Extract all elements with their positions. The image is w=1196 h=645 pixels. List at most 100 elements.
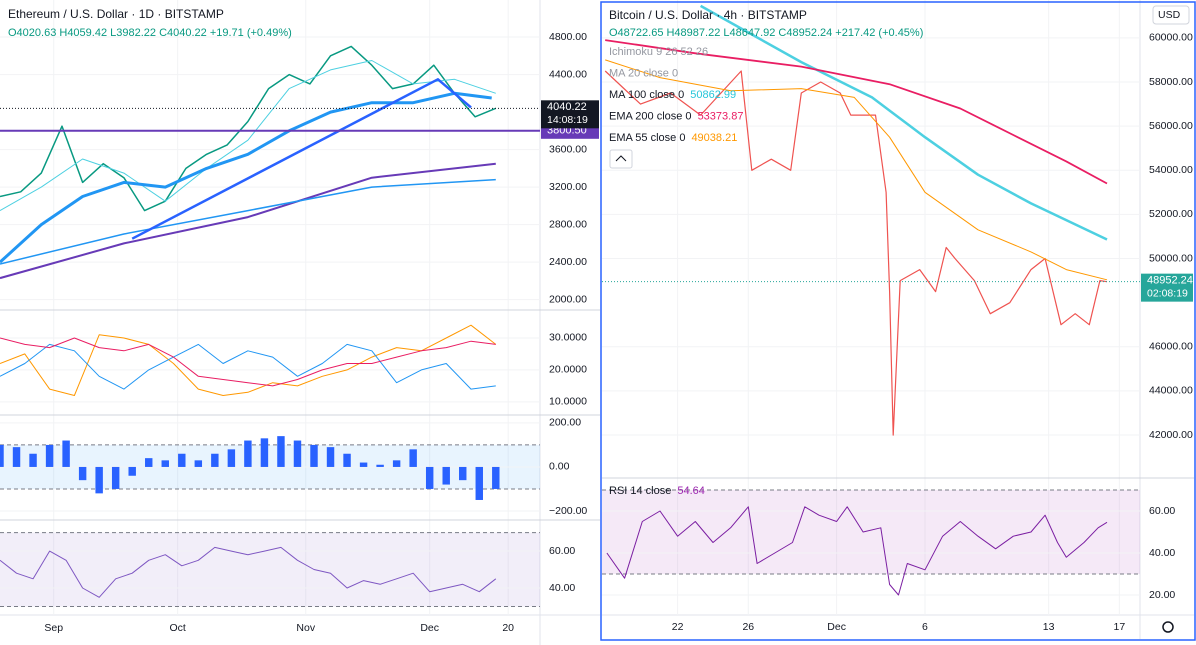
- indicator-legend: Ichimoku 9 26 52 26: [609, 46, 708, 58]
- histogram-bar: [111, 466, 120, 489]
- histogram-bar: [409, 449, 417, 467]
- indicator-line: [0, 178, 496, 265]
- indicator-legend-value: 53373.87: [698, 110, 744, 122]
- y-tick-label: 60.00: [549, 545, 575, 557]
- y-tick-label: 54000.00: [1149, 164, 1193, 176]
- histogram-bar: [227, 449, 236, 467]
- band-fill: [0, 532, 540, 607]
- collapse-legend-button[interactable]: [609, 149, 633, 169]
- rsi-legend: RSI 14 close: [609, 485, 671, 497]
- histogram-bar: [45, 444, 54, 467]
- y-tick-label: 60.00: [1149, 505, 1175, 517]
- histogram-bar: [492, 466, 500, 489]
- indicator-line: [605, 39, 1108, 185]
- indicator-line: [131, 78, 472, 240]
- currency-dropdown[interactable]: [1152, 5, 1190, 25]
- x-tick-label: Dec: [420, 622, 439, 634]
- histogram-bar: [78, 466, 87, 481]
- indicator-legend: EMA 55 close 0: [609, 132, 685, 144]
- last-price-label: 48952.24: [1147, 275, 1193, 287]
- histogram-bar: [29, 453, 37, 467]
- histogram-bar: [326, 447, 335, 467]
- indicator-line: [0, 45, 497, 212]
- collapse-icon: [615, 155, 627, 162]
- y-tick-label: 40.00: [549, 582, 575, 594]
- x-tick-label: 13: [1043, 621, 1055, 633]
- y-tick-label: 3200.00: [549, 181, 587, 193]
- x-tick-label: 17: [1113, 621, 1125, 633]
- x-tick-label: Oct: [169, 622, 185, 634]
- y-tick-label: 46000.00: [1149, 341, 1193, 353]
- indicator-legend-value: 50862.99: [690, 89, 736, 101]
- x-tick-label: Sep: [44, 622, 63, 634]
- y-tick-label: 2800.00: [549, 218, 587, 230]
- y-tick-label: 10.0000: [549, 396, 587, 408]
- x-tick-label: 22: [672, 621, 684, 633]
- y-tick-label: 44000.00: [1149, 385, 1193, 397]
- histogram-bar: [277, 436, 285, 467]
- y-tick-label: 3600.00: [549, 143, 587, 155]
- histogram-bar: [12, 447, 21, 467]
- indicator-line: [0, 324, 497, 396]
- y-tick-label: 58000.00: [1149, 76, 1193, 88]
- histogram-bar: [161, 460, 169, 467]
- indicator-legend: EMA 200 close 0: [609, 110, 692, 122]
- x-tick-label: Dec: [827, 621, 846, 633]
- indicator-line: [0, 546, 497, 598]
- histogram-bar: [392, 460, 401, 467]
- histogram-bar: [475, 466, 483, 500]
- y-tick-label: −200.00: [549, 505, 587, 517]
- countdown-label: 14:08:19: [547, 114, 588, 126]
- histogram-bar: [211, 453, 219, 467]
- y-tick-label: 52000.00: [1149, 208, 1193, 220]
- indicator-legend: MA 20 close 0: [609, 67, 678, 79]
- indicator-line: [605, 59, 1108, 281]
- histogram-bar: [310, 444, 318, 467]
- y-tick-label: 56000.00: [1149, 120, 1193, 132]
- x-tick-label: 20: [502, 622, 514, 634]
- indicator-line: [0, 337, 496, 387]
- indicator-legend: MA 100 close 0: [609, 89, 684, 101]
- rsi-legend-value: 54.64: [677, 485, 705, 497]
- x-tick-label: 26: [742, 621, 754, 633]
- eth-ohlc: O4020.63 H4059.42 L3982.22 C4040.22 +19.…: [8, 27, 292, 39]
- btc-title: Bitcoin / U.S. Dollar · 4h · BITSTAMP: [609, 8, 807, 22]
- settings-icon[interactable]: [1162, 621, 1174, 633]
- histogram-bar: [293, 440, 302, 467]
- last-price-label: 4040.22: [547, 101, 587, 113]
- active-panel-border: [600, 1, 1196, 641]
- histogram-bar: [343, 453, 351, 467]
- histogram-bar: [442, 466, 450, 485]
- indicator-line: [0, 60, 496, 212]
- histogram-bar: [459, 466, 467, 481]
- histogram-bar: [62, 440, 70, 467]
- eth-title: Ethereum / U.S. Dollar · 1D · BITSTAMP: [8, 7, 224, 21]
- indicator-line: [699, 4, 1108, 241]
- last-price-tag: [541, 100, 599, 129]
- histogram-bar: [0, 444, 4, 467]
- btc-ohlc: O48722.65 H48987.22 L48647.92 C48952.24 …: [609, 27, 923, 39]
- indicator-line: [0, 162, 496, 280]
- indicator-line: [0, 343, 496, 390]
- indicator-line: [604, 70, 1108, 436]
- countdown-label: 02:08:19: [1147, 287, 1188, 299]
- histogram-bar: [194, 460, 203, 467]
- band-fill: [602, 489, 1140, 575]
- histogram-bar: [145, 458, 153, 467]
- histogram-bar: [244, 440, 252, 467]
- y-tick-label: 50000.00: [1149, 252, 1193, 264]
- y-tick-label: 40.00: [1149, 547, 1175, 559]
- y-tick-label: 42000.00: [1149, 429, 1193, 441]
- histogram-bar: [425, 466, 434, 489]
- histogram-bar: [260, 438, 269, 467]
- x-tick-label: Nov: [296, 622, 315, 634]
- histogram-bar: [128, 466, 136, 476]
- x-tick-label: 6: [922, 621, 928, 633]
- y-tick-label: 20.0000: [549, 364, 587, 376]
- last-price-tag: [1141, 273, 1193, 302]
- histogram-bar: [359, 462, 368, 467]
- histogram-bar: [376, 464, 384, 467]
- y-tick-label: 60000.00: [1149, 32, 1193, 44]
